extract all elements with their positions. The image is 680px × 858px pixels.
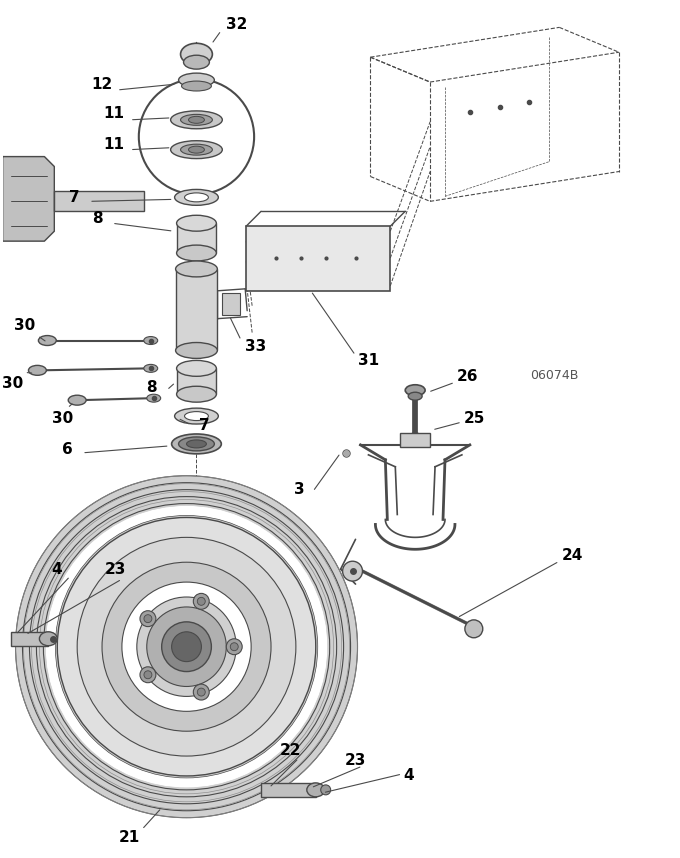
Text: 8: 8 — [92, 211, 103, 226]
Ellipse shape — [182, 81, 211, 91]
Text: 30: 30 — [2, 376, 23, 390]
Polygon shape — [3, 157, 54, 241]
Circle shape — [46, 505, 328, 788]
Ellipse shape — [406, 433, 424, 447]
Ellipse shape — [377, 236, 388, 246]
Ellipse shape — [171, 434, 221, 454]
Bar — [177, 368, 216, 394]
Text: 32: 32 — [226, 17, 247, 32]
Circle shape — [197, 597, 205, 605]
Text: 23: 23 — [345, 752, 367, 768]
Bar — [246, 227, 390, 291]
Ellipse shape — [38, 335, 56, 346]
Ellipse shape — [39, 631, 57, 646]
Ellipse shape — [181, 43, 212, 65]
Ellipse shape — [68, 396, 86, 405]
Text: 12: 12 — [91, 76, 113, 92]
Ellipse shape — [175, 408, 218, 424]
Text: 6: 6 — [62, 443, 73, 457]
Ellipse shape — [175, 190, 218, 205]
Text: 30: 30 — [14, 318, 35, 333]
Text: 3: 3 — [294, 482, 304, 497]
Ellipse shape — [188, 146, 205, 153]
Ellipse shape — [184, 412, 208, 420]
Circle shape — [57, 517, 316, 776]
Text: 22: 22 — [280, 742, 302, 758]
Ellipse shape — [147, 394, 160, 402]
Ellipse shape — [179, 73, 214, 87]
Text: 7: 7 — [69, 190, 80, 205]
Ellipse shape — [377, 271, 388, 281]
Ellipse shape — [186, 440, 207, 448]
Ellipse shape — [181, 114, 212, 125]
Text: 26: 26 — [457, 369, 479, 384]
Text: 24: 24 — [562, 547, 583, 563]
Circle shape — [55, 516, 318, 778]
Ellipse shape — [184, 193, 208, 202]
Bar — [175, 269, 218, 350]
Ellipse shape — [175, 342, 218, 359]
Bar — [222, 293, 240, 315]
Text: 30: 30 — [52, 411, 73, 426]
Text: 8: 8 — [146, 380, 157, 395]
Circle shape — [144, 671, 152, 679]
Bar — [54, 191, 143, 211]
Ellipse shape — [177, 360, 216, 377]
Circle shape — [171, 631, 201, 662]
Ellipse shape — [143, 365, 158, 372]
Circle shape — [16, 475, 358, 818]
Circle shape — [122, 582, 251, 711]
Circle shape — [147, 607, 226, 686]
Circle shape — [102, 562, 271, 731]
Ellipse shape — [307, 782, 325, 797]
Text: 11: 11 — [103, 137, 124, 152]
Circle shape — [140, 611, 156, 626]
Text: 23: 23 — [104, 562, 126, 577]
Circle shape — [343, 561, 362, 581]
Circle shape — [226, 638, 242, 655]
Ellipse shape — [175, 261, 218, 277]
Text: 31: 31 — [358, 353, 379, 368]
Circle shape — [193, 684, 209, 700]
Circle shape — [140, 667, 156, 683]
Text: 7: 7 — [199, 418, 209, 432]
Ellipse shape — [181, 144, 212, 155]
Text: 25: 25 — [464, 411, 486, 426]
Bar — [11, 631, 48, 646]
Text: 21: 21 — [119, 830, 141, 845]
Ellipse shape — [405, 384, 425, 396]
Circle shape — [231, 643, 238, 650]
Ellipse shape — [465, 619, 483, 637]
Ellipse shape — [188, 117, 205, 124]
Bar — [177, 223, 216, 253]
Bar — [401, 433, 430, 447]
Ellipse shape — [408, 392, 422, 400]
Ellipse shape — [177, 215, 216, 231]
Circle shape — [144, 614, 152, 623]
Text: 11: 11 — [103, 106, 124, 121]
Circle shape — [197, 688, 205, 696]
Circle shape — [193, 594, 209, 609]
Ellipse shape — [177, 245, 216, 261]
Bar — [261, 782, 316, 797]
Text: 4: 4 — [403, 769, 413, 783]
Circle shape — [77, 537, 296, 756]
Ellipse shape — [179, 437, 214, 450]
Text: 06074B: 06074B — [530, 369, 579, 382]
Ellipse shape — [143, 336, 158, 345]
Text: 33: 33 — [245, 339, 267, 354]
Ellipse shape — [171, 111, 222, 129]
Ellipse shape — [29, 366, 46, 375]
Circle shape — [137, 597, 236, 697]
Text: 4: 4 — [51, 562, 62, 577]
Ellipse shape — [184, 55, 209, 69]
Ellipse shape — [171, 141, 222, 159]
Ellipse shape — [321, 785, 330, 795]
Circle shape — [162, 622, 211, 672]
Ellipse shape — [177, 386, 216, 402]
